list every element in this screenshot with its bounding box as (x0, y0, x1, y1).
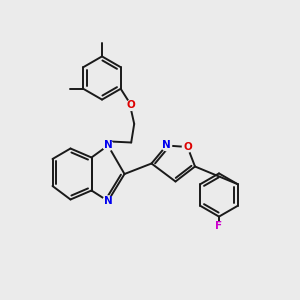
Circle shape (103, 140, 113, 151)
Text: N: N (103, 140, 112, 151)
Circle shape (103, 196, 113, 206)
Circle shape (161, 140, 172, 151)
Text: N: N (103, 196, 112, 206)
Circle shape (126, 100, 136, 110)
Text: F: F (215, 220, 223, 231)
Circle shape (182, 142, 193, 152)
Text: O: O (183, 142, 192, 152)
Text: O: O (127, 100, 136, 110)
Text: N: N (162, 140, 171, 151)
